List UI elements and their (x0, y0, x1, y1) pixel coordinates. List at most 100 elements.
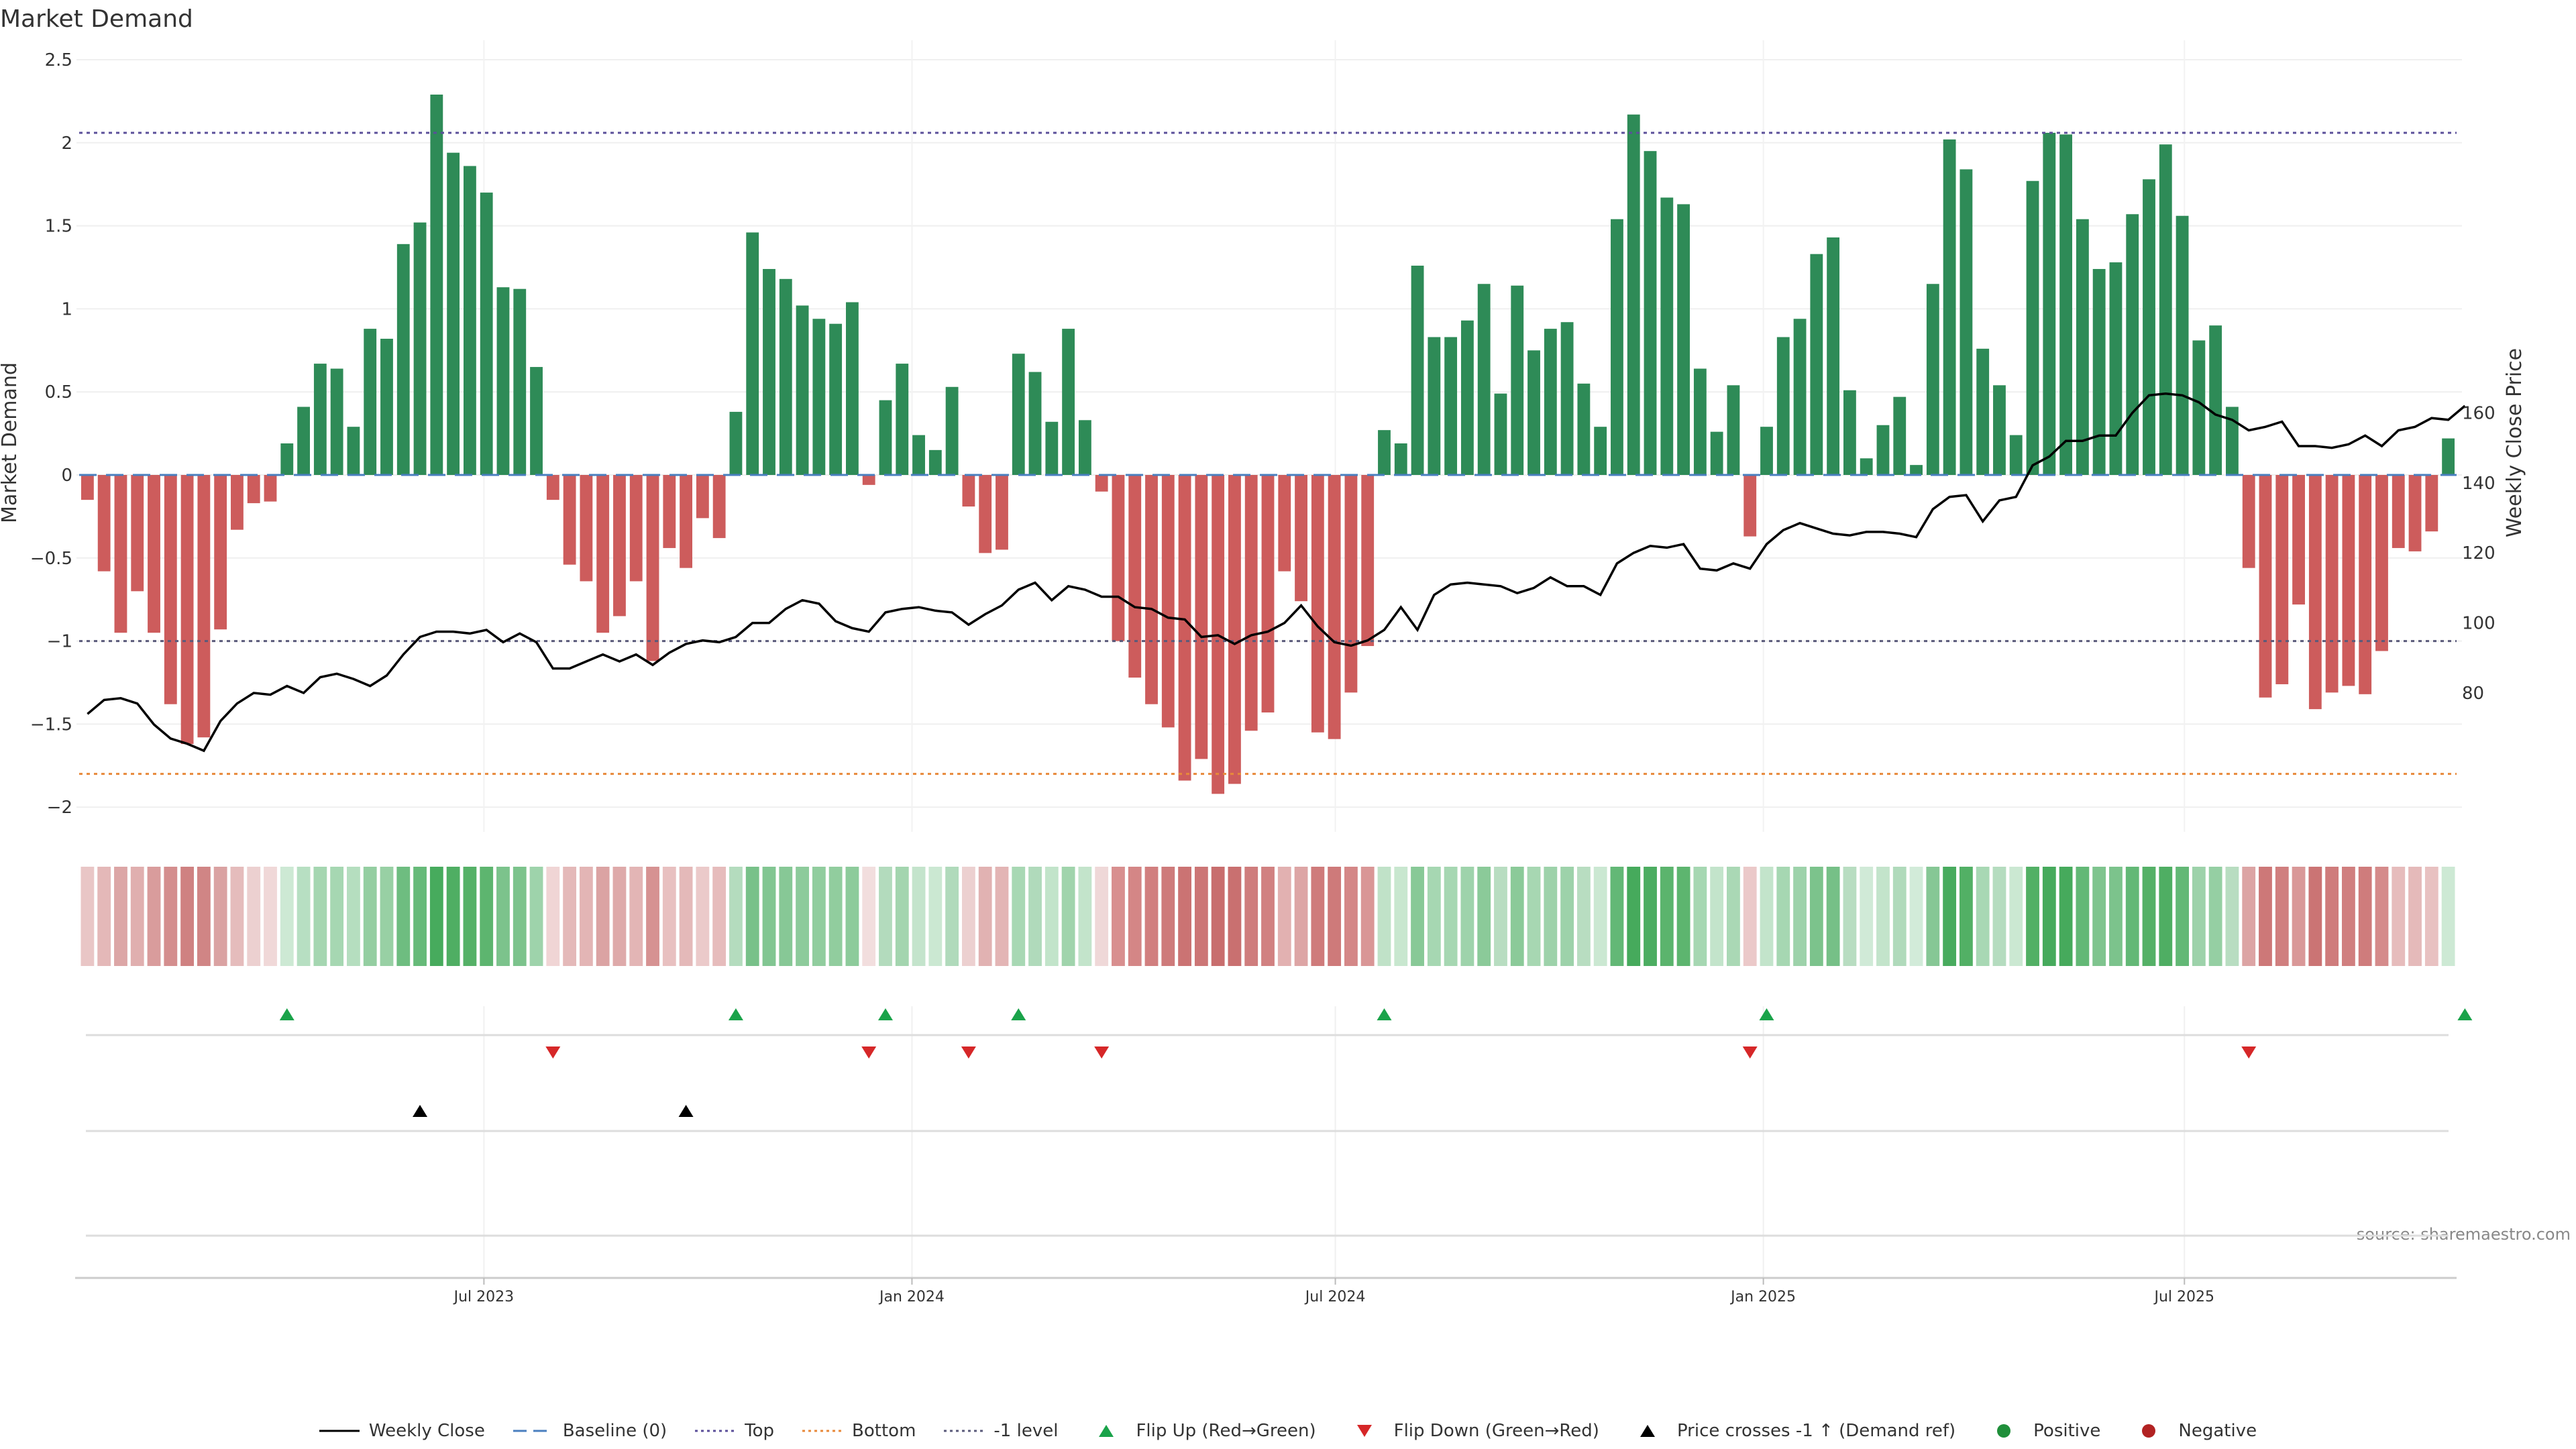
positive-bar (2092, 268, 2106, 475)
heat-cell (480, 867, 494, 966)
heat-cell (197, 867, 211, 966)
positive-bar (347, 427, 360, 475)
negative-bar (1328, 475, 1341, 739)
heat-cell (513, 867, 527, 966)
positive-bar (2176, 215, 2189, 475)
y2-tick-label: 140 (2462, 474, 2496, 494)
heat-cell (1328, 867, 1342, 966)
heat-cell (80, 867, 95, 966)
positive-bar (1411, 266, 1424, 475)
legend-label: Flip Down (Green→Red) (1393, 1421, 1599, 1441)
heat-cell (2308, 867, 2322, 966)
heat-cell (629, 867, 643, 966)
heat-cell (995, 867, 1009, 966)
heat-cell (1510, 867, 1524, 966)
legend: Weekly Close Baseline (0) Top Bottom -1 leve… (0, 1421, 2576, 1441)
heat-cell (845, 867, 859, 966)
positive-bar (1627, 114, 1640, 475)
heat-cell (2275, 867, 2289, 966)
heat-cell (1444, 867, 1458, 966)
heat-cell (213, 867, 227, 966)
positive-bar (1860, 458, 1873, 475)
heat-cell (396, 867, 411, 966)
heat-cell (945, 867, 959, 966)
heat-cell (978, 867, 992, 966)
y-tick-label: 0 (61, 466, 72, 486)
positive-bar (1876, 425, 1890, 475)
positive-bar (812, 319, 826, 475)
positive-bar (1960, 169, 1973, 475)
x-tick-label: Jul 2024 (1304, 1289, 1366, 1305)
legend-key-line-solid (319, 1430, 360, 1432)
heat-cell (1344, 867, 1358, 966)
positive-bar (1511, 285, 1524, 475)
legend-label: Negative (2178, 1421, 2257, 1441)
heat-cell (1560, 867, 1574, 966)
flip-down-marker (1094, 1046, 1110, 1059)
negative-bar (1311, 475, 1324, 733)
positive-bar (1477, 284, 1491, 475)
heat-cell (1593, 867, 1607, 966)
heat-cell (1044, 867, 1059, 966)
heat-cell (1760, 867, 1774, 966)
heat-cell (264, 867, 277, 966)
positive-bar (1893, 396, 1907, 475)
y-tick-label: 2.5 (45, 50, 72, 70)
heat-cell (895, 867, 909, 966)
heat-cell (1660, 867, 1674, 966)
positive-bar (1843, 390, 1856, 475)
heat-cell (1826, 867, 1840, 966)
heat-cell (2076, 867, 2090, 966)
legend-key-tri-up-green (1099, 1425, 1114, 1437)
heat-cell (2208, 867, 2222, 966)
positive-bar (1045, 421, 1059, 475)
positive-bar (1494, 393, 1507, 475)
heat-cell (1244, 867, 1258, 966)
positive-bar (945, 386, 959, 475)
legend-item: Weekly Close (319, 1421, 485, 1441)
heat-cell (2026, 867, 2039, 966)
x-tick-label: Jan 2024 (878, 1289, 945, 1305)
heat-cell (1211, 867, 1225, 966)
legend-key-tri-up-black (1640, 1425, 1655, 1437)
heat-cell (679, 867, 693, 966)
positive-bar (364, 329, 377, 475)
negative-bar (1195, 475, 1208, 759)
x-tick-label: Jul 2023 (453, 1289, 515, 1305)
positive-bar (729, 411, 743, 475)
negative-bar (97, 475, 111, 572)
negative-bar (1128, 475, 1142, 678)
heat-cell (2192, 867, 2206, 966)
heat-cell (961, 867, 975, 966)
positive-bar (480, 193, 493, 475)
heat-cell (347, 867, 360, 966)
heat-cell (596, 867, 610, 966)
positive-bar (496, 287, 510, 475)
positive-bar (1428, 337, 1441, 475)
positive-bar (280, 443, 294, 475)
positive-bar (1993, 385, 2006, 475)
heat-cell (879, 867, 892, 966)
heat-cell (446, 867, 460, 966)
positive-bar (1793, 319, 1807, 475)
heat-cell (463, 867, 477, 966)
positive-bar (1760, 427, 1773, 475)
heat-cell (2142, 867, 2156, 966)
legend-item: Bottom (802, 1421, 916, 1441)
heat-cell (1943, 867, 1957, 966)
negative-bar (1344, 475, 1358, 693)
demand-heat-strip (80, 867, 2455, 966)
heat-cell (2109, 867, 2123, 966)
heat-cell (2159, 867, 2173, 966)
heat-cell (546, 867, 560, 966)
negative-bar (1295, 475, 1307, 602)
flip-up-marker (2457, 1008, 2473, 1020)
heat-cell (2042, 867, 2056, 966)
heat-cell (1277, 867, 1291, 966)
heat-cell (1061, 867, 1075, 966)
positive-bar (912, 435, 925, 475)
heat-cell (1926, 867, 1940, 966)
positive-bar (763, 268, 775, 475)
heat-cell (1311, 867, 1325, 966)
positive-bar (928, 449, 942, 475)
